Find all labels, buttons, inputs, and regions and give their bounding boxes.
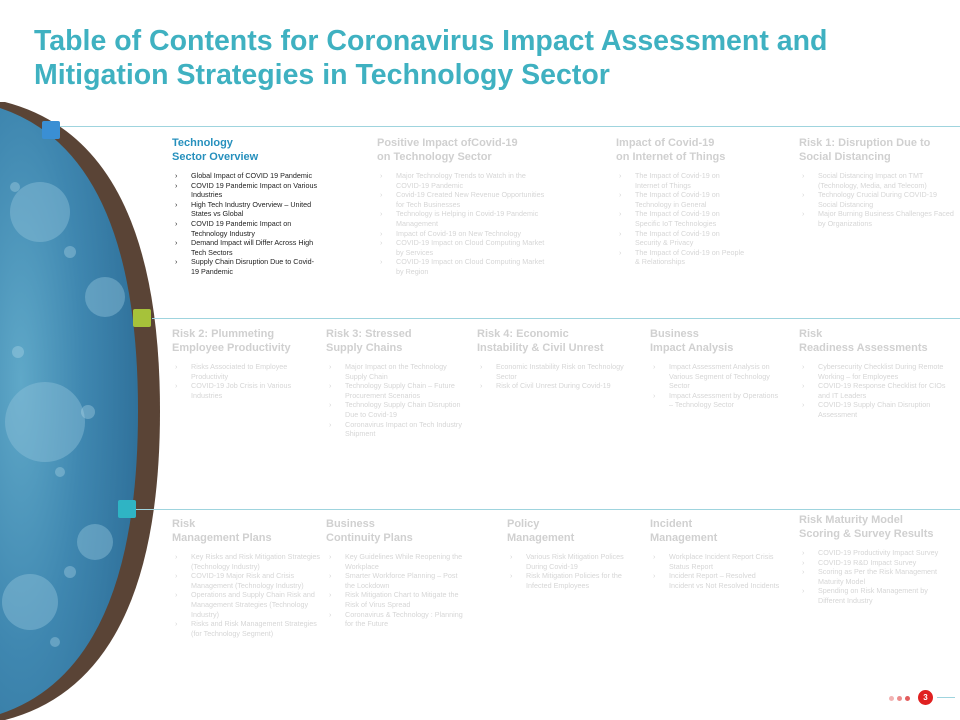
section-item[interactable]: The Impact of Covid-19 on People & Relat… — [616, 248, 746, 267]
section-heading: Risk Maturity Model Scoring & Survey Res… — [799, 514, 934, 540]
section-heading: Business Continuity Plans — [326, 518, 413, 544]
section-heading: Policy Management — [507, 518, 575, 544]
toc-section[interactable]: Risk 4: Economic Instability & Civil Unr… — [477, 327, 632, 391]
section-item[interactable]: High Tech Industry Overview – United Sta… — [172, 200, 322, 219]
section-item[interactable]: Global Impact of COVID 19 Pandemic — [172, 171, 322, 181]
section-item[interactable]: COVID 19 Pandemic Impact on Technology I… — [172, 219, 322, 238]
section-item[interactable]: Incident Report – Resolved Incident vs N… — [650, 571, 780, 590]
section-item[interactable]: Risk of Civil Unrest During Covid-19 — [477, 381, 632, 391]
section-item[interactable]: Risk Mitigation Chart to Mitigate the Ri… — [326, 590, 466, 609]
section-item[interactable]: Demand Impact will Differ Across High Te… — [172, 238, 322, 257]
section-heading: Impact of Covid-19 on Internet of Things — [616, 137, 726, 163]
section-item[interactable]: COVID-19 Impact on Cloud Computing Marke… — [377, 238, 547, 257]
section-item[interactable]: Major Technology Trends to Watch in the … — [377, 171, 547, 190]
toc-section[interactable]: Impact of Covid-19 on Internet of Things… — [616, 136, 746, 267]
section-item[interactable]: COVID-19 Productivity Impact Survey — [799, 548, 954, 558]
section-heading: Risk Readiness Assessments — [799, 328, 928, 354]
section-item[interactable]: Smarter Workforce Planning – Post the Lo… — [326, 571, 466, 590]
section-item[interactable]: Covid-19 Created New Revenue Opportuniti… — [377, 190, 547, 209]
section-item[interactable]: The Impact of Covid-19 on Specific IoT T… — [616, 209, 746, 228]
section-item[interactable]: COVID-19 Job Crisis in Various Industrie… — [172, 381, 312, 400]
page-dot-icon — [889, 696, 894, 701]
toc-section[interactable]: Positive Impact ofCovid-19 on Technology… — [377, 136, 547, 277]
section-item[interactable]: Risk Mitigation Policies for the Infecte… — [507, 571, 632, 590]
toc-section[interactable]: Risk 1: Disruption Due to Social Distanc… — [799, 136, 954, 229]
section-heading: Incident Management — [650, 518, 718, 544]
toc-section[interactable]: Policy Management Various Risk Mitigatio… — [507, 517, 632, 590]
divider-line — [136, 509, 960, 510]
section-item[interactable]: Technology Crucial During COVID-19 Socia… — [799, 190, 954, 209]
section-item[interactable]: Major Impact on the Technology Supply Ch… — [326, 362, 466, 381]
section-item[interactable]: Impact Assessment by Operations – Techno… — [650, 391, 780, 410]
section-item[interactable]: COVID-19 Supply Chain Disruption Assessm… — [799, 400, 959, 419]
toc-section[interactable]: Risk 2: Plummeting Employee Productivity… — [172, 327, 312, 400]
page-dot-icon — [905, 696, 910, 701]
section-item[interactable]: Scoring as Per the Risk Management Matur… — [799, 567, 954, 586]
section-item[interactable]: COVID 19 Pandemic Impact on Various Indu… — [172, 181, 322, 200]
section-item[interactable]: Impact of Covid-19 on New Technology — [377, 229, 547, 239]
section-heading: Risk 3: Stressed Supply Chains — [326, 328, 412, 354]
section-item[interactable]: Risks Associated to Employee Productivit… — [172, 362, 312, 381]
section-item[interactable]: Technology Supply Chain – Future Procure… — [326, 381, 466, 400]
section-item[interactable]: Impact Assessment Analysis on Various Se… — [650, 362, 780, 391]
section-item[interactable]: The Impact of Covid-19 on Security & Pri… — [616, 229, 746, 248]
section-item[interactable]: Social Distancing Impact on TMT (Technol… — [799, 171, 954, 190]
section-item[interactable]: Technology is Helping in Covid-19 Pandem… — [377, 209, 547, 228]
section-item[interactable]: COVID-19 R&D Impact Survey — [799, 558, 954, 568]
toc-section[interactable]: Risk Management Plans Key Risks and Risk… — [172, 517, 322, 638]
section-item[interactable]: Risks and Risk Management Strategies (fo… — [172, 619, 322, 638]
section-item[interactable]: Workplace Incident Report Crisis Status … — [650, 552, 780, 571]
toc-section[interactable]: Risk Maturity Model Scoring & Survey Res… — [799, 513, 954, 606]
row-marker-square — [133, 309, 151, 327]
section-item[interactable]: COVID-19 Response Checklist for CIOs and… — [799, 381, 959, 400]
toc-section[interactable]: Business Continuity Plans Key Guidelines… — [326, 517, 466, 629]
section-item[interactable]: Various Risk Mitigation Polices During C… — [507, 552, 632, 571]
toc-section[interactable]: Risk Readiness Assessments Cybersecurity… — [799, 327, 959, 420]
section-heading: Risk 1: Disruption Due to Social Distanc… — [799, 137, 931, 163]
section-item[interactable]: Cybersecurity Checklist During Remote Wo… — [799, 362, 959, 381]
section-item[interactable]: COVID-19 Major Risk and Crisis Managemen… — [172, 571, 322, 590]
section-item[interactable]: COVID-19 Impact on Cloud Computing Marke… — [377, 257, 547, 276]
toc-section[interactable]: Incident Management Workplace Incident R… — [650, 517, 780, 590]
divider-line — [152, 318, 960, 319]
divider-line — [937, 697, 955, 698]
toc-section[interactable]: Risk 3: Stressed Supply Chains Major Imp… — [326, 327, 466, 439]
section-item[interactable]: Coronavirus & Technology : Planning for … — [326, 610, 466, 629]
page-number-badge: 3 — [918, 690, 933, 705]
section-item[interactable]: Supply Chain Disruption Due to Covid-19 … — [172, 257, 322, 276]
page-title: Table of Contents for Coronavirus Impact… — [34, 25, 828, 91]
page-indicator: 3 — [885, 690, 955, 708]
section-item[interactable]: Economic Instability Risk on Technology … — [477, 362, 632, 381]
section-heading: Technology Sector Overview — [172, 137, 259, 163]
row-marker-square — [42, 121, 60, 139]
section-item[interactable]: The Impact of Covid-19 on Technology in … — [616, 190, 746, 209]
section-heading: Positive Impact ofCovid-19 on Technology… — [377, 137, 518, 163]
section-item[interactable]: Major Burning Business Challenges Faced … — [799, 209, 954, 228]
section-heading: Business Impact Analysis — [650, 328, 734, 354]
row-marker-square — [118, 500, 136, 518]
section-item[interactable]: Coronavirus Impact on Tech Industry Ship… — [326, 420, 466, 439]
section-item[interactable]: The Impact of Covid-19 on Internet of Th… — [616, 171, 746, 190]
section-item[interactable]: Technology Supply Chain Disruption Due t… — [326, 400, 466, 419]
section-heading: Risk 2: Plummeting Employee Productivity — [172, 328, 291, 354]
section-heading: Risk 4: Economic Instability & Civil Unr… — [477, 328, 604, 354]
toc-section[interactable]: Technology Sector Overview Global Impact… — [172, 136, 322, 277]
page-dot-icon — [897, 696, 902, 701]
virus-background-image — [0, 102, 160, 720]
toc-section[interactable]: Business Impact Analysis Impact Assessme… — [650, 327, 780, 410]
section-heading: Risk Management Plans — [172, 518, 272, 544]
section-item[interactable]: Key Guidelines While Reopening the Workp… — [326, 552, 466, 571]
section-item[interactable]: Operations and Supply Chain Risk and Man… — [172, 590, 322, 619]
divider-line — [60, 126, 960, 127]
section-item[interactable]: Spending on Risk Management by Different… — [799, 586, 954, 605]
section-item[interactable]: Key Risks and Risk Mitigation Strategies… — [172, 552, 322, 571]
